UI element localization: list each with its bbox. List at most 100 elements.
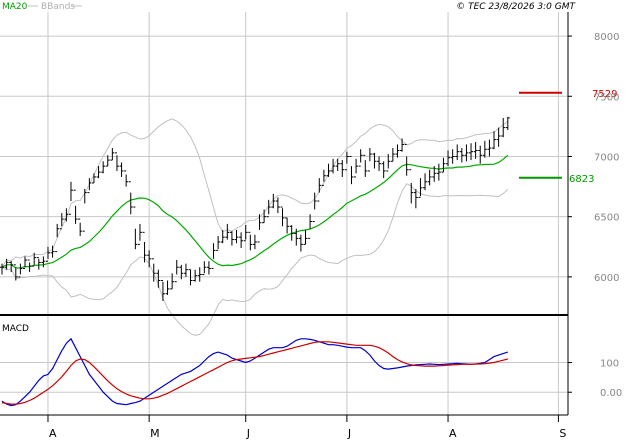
ohlc-bar: [78, 218, 83, 236]
month-tick-label: J: [347, 427, 351, 440]
ohlc-bar: [229, 231, 234, 246]
ohlc-bar: [372, 152, 377, 169]
month-tick-label: A: [449, 427, 457, 440]
ohlc-bar: [64, 208, 69, 222]
ohlc-bar: [469, 143, 474, 161]
macd-tick-label: 0.00: [600, 388, 622, 399]
ohlc-bar: [262, 209, 267, 224]
resistance-label: 7529: [592, 89, 617, 100]
ohlc-bar: [266, 199, 271, 218]
ohlc-bar: [45, 246, 50, 262]
ohlc-bar: [413, 188, 418, 209]
month-tick-label: M: [150, 427, 160, 440]
price-axis-labels: 6000 6500 7000 7500 8000: [568, 32, 619, 284]
ohlc-bar: [193, 269, 198, 282]
legend-ma20: MA20: [2, 2, 28, 12]
ohlc-bar: [252, 234, 257, 250]
ohlc-bar: [9, 261, 14, 273]
ohlc-bar: [418, 178, 423, 198]
ohlc-bar: [308, 214, 313, 239]
ohlc-bar: [298, 234, 303, 252]
price-tick-label: 7500: [594, 92, 619, 103]
ohlc-bar: [91, 173, 96, 184]
ohlc-bar: [36, 257, 41, 270]
ohlc-bar: [409, 169, 414, 204]
macd-lines: [1, 337, 508, 407]
bollinger-bands: [1, 118, 509, 336]
price-gridlines: [0, 35, 568, 278]
price-tick-label: 6500: [594, 213, 619, 224]
macd-series-macd: [1, 337, 508, 407]
ohlc-bar: [202, 261, 207, 275]
ohlc-bar: [239, 232, 244, 248]
ohlc-bar: [82, 188, 87, 232]
support-label: 6823: [569, 174, 594, 185]
ohlc-bar: [27, 259, 32, 273]
ohlc-bar: [455, 144, 460, 161]
ohlc-bar: [487, 139, 492, 157]
ohlc-bar: [68, 181, 73, 215]
price-tick-label: 7000: [594, 152, 619, 163]
bband-upper: [1, 118, 509, 268]
ohlc-bar: [165, 280, 170, 295]
ohlc-bar: [450, 149, 455, 164]
ohlc-bar: [303, 229, 308, 245]
ohlc-bar: [183, 263, 188, 277]
ohlc-bar: [179, 264, 184, 280]
ohlc-bar: [128, 181, 133, 215]
ohlc-bar: [225, 223, 230, 240]
ohlc-bar: [96, 166, 101, 179]
ohlc-bar: [105, 155, 110, 167]
ohlc-bar: [459, 148, 464, 163]
ma20-path: [1, 154, 509, 269]
ohlc-bar: [220, 229, 225, 244]
ohlc-bar: [101, 161, 106, 174]
ohlc-bar: [496, 127, 501, 147]
ohlc-bar: [147, 250, 152, 268]
ohlc-bars: [0, 116, 510, 301]
ohlc-bar: [275, 197, 280, 214]
ohlc-bar: [386, 154, 391, 172]
ohlc-bar: [335, 158, 340, 171]
ohlc-bar: [248, 231, 253, 251]
month-gridlines: [47, 12, 559, 415]
ohlc-bar: [427, 169, 432, 186]
ohlc-bar: [257, 214, 262, 243]
copyright-timestamp: © TEC 23/8/2026 3:0 GMT: [456, 2, 576, 12]
ohlc-bar: [358, 149, 363, 167]
macd-series-signal: [1, 341, 508, 405]
ohlc-bar: [280, 206, 285, 227]
price-tick-label: 8000: [594, 32, 619, 43]
ohlc-bar: [206, 261, 211, 275]
ohlc-bar: [289, 225, 294, 241]
ohlc-bar: [331, 158, 336, 174]
ohlc-bar: [312, 192, 317, 222]
ohlc-bar: [505, 116, 510, 130]
ohlc-bar: [119, 162, 124, 177]
ohlc-bar: [124, 170, 129, 187]
month-tick-label: A: [49, 427, 57, 440]
ohlc-bar: [404, 143, 409, 176]
ohlc-bar: [432, 166, 437, 182]
ohlc-bar: [482, 140, 487, 158]
ohlc-bar: [174, 260, 179, 283]
legend-bbands: BBands: [41, 2, 75, 12]
ohlc-bar: [340, 160, 345, 177]
ohlc-bar: [363, 154, 368, 177]
ohlc-bar: [441, 157, 446, 173]
ohlc-bar: [142, 231, 147, 263]
ohlc-bar: [473, 142, 478, 159]
ohlc-bar: [294, 228, 299, 246]
ohlc-bar: [32, 252, 37, 267]
ma20-line: [1, 154, 509, 269]
month-tick-label: J: [246, 427, 250, 440]
ohlc-bar: [344, 151, 349, 171]
ohlc-bar: [349, 155, 354, 185]
ohlc-bar: [110, 148, 115, 161]
ohlc-bar: [464, 144, 469, 162]
ohlc-bar: [133, 206, 138, 250]
month-tick-label: S: [559, 427, 566, 440]
ohlc-bar: [381, 161, 386, 179]
